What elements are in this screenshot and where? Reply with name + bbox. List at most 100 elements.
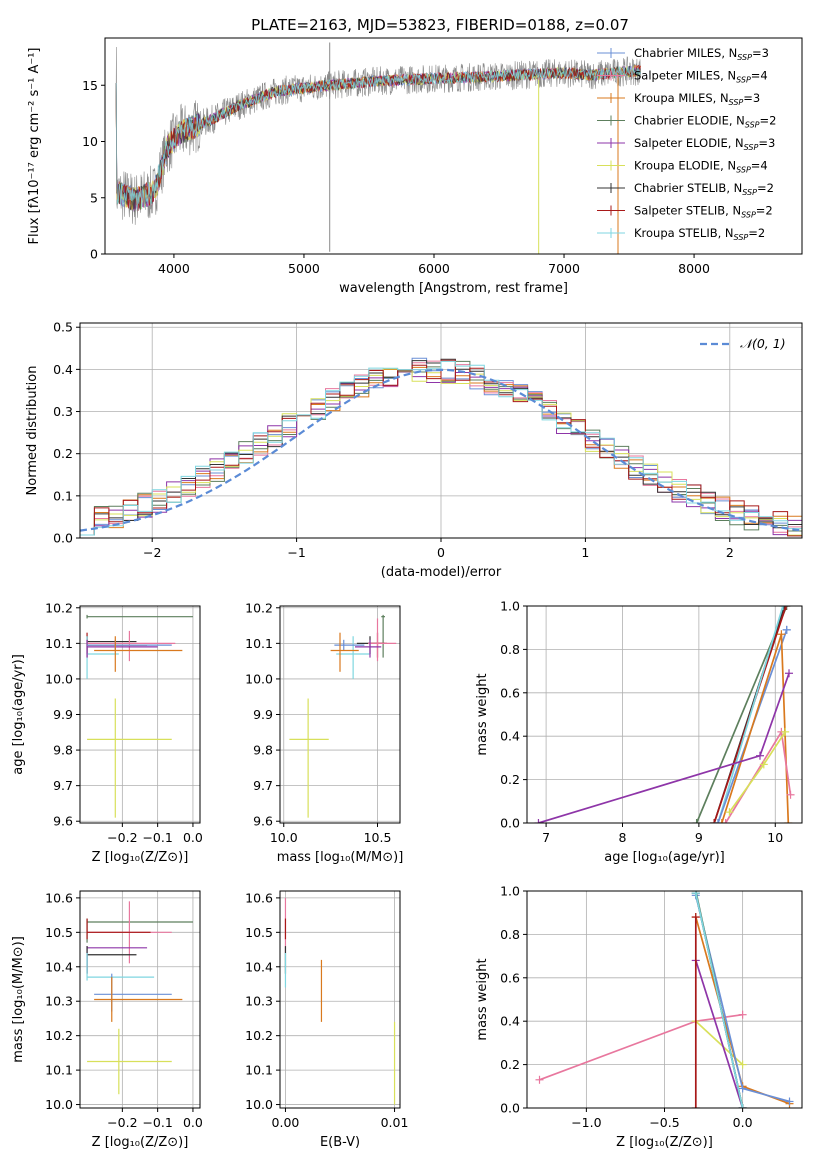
y-tick-label: 0.6 [500,685,520,700]
legend-text: Kroupa ELODIE, N [634,159,736,173]
y-tick-label: 10.4 [245,959,273,974]
legend-text: =4 [751,69,768,83]
plot-area-residuals [80,357,802,538]
axes-frame [104,37,803,255]
legend-label: Kroupa ELODIE, NSSP=4 [634,159,768,175]
x-tick-label: 8 [619,830,627,845]
legend-label: Salpeter MILES, NSSP=4 [634,69,768,85]
y-tick-label: 1.0 [500,599,520,614]
x-axis-label: E(B-V) [320,1135,360,1150]
legend-text: =3 [752,46,769,60]
y-axis-label: mass [log₁₀(M/M⊙)] [11,936,26,1063]
mass-weight-line-salpeter-elodie [538,673,790,823]
x-tick-label: 10.0 [270,830,298,845]
x-axis-label: Z [log₁₀(Z/Z⊙)] [92,850,189,865]
legend-text: =3 [743,91,760,105]
y-tick-label: 0.5 [53,320,73,335]
mass-weight-line-kroupa-stelib [694,893,744,1108]
y-tick-label: 10.1 [245,636,273,651]
axes-residuals: −2 −1 0 1 2 0.0 0.1 0.2 0.3 0.4 0.5 (data-model)/er… [25,320,803,580]
y-tick-label: 0.4 [500,729,520,744]
y-tick-label: 0.3 [53,404,73,419]
x-tick-label: 8000 [678,261,710,276]
y-tick-label: 0.0 [500,816,520,831]
mass-weight-line-salpeter-elodie [694,960,744,1108]
y-tick-label: 10.0 [45,1097,73,1112]
legend-subscript: SSP [745,121,760,130]
x-tick-label: −0.2 [107,830,137,845]
legend-subscript: SSP [742,188,757,197]
mass-weight-line-kroupa-miles [720,633,790,823]
x-tick-label: −2 [143,545,161,560]
plot-area-age_vs_mass [289,614,397,818]
x-tick-label: −1.0 [571,1115,601,1130]
plot-area-spectrum [115,42,642,254]
legend-label: Chabrier ELODIE, NSSP=2 [634,114,776,130]
x-axis-label: wavelength [Angstrom, rest frame] [339,281,568,296]
y-axis-label: Flux [fλ10⁻¹⁷ erg cm⁻² s⁻¹ A⁻¹] [27,48,42,245]
y-tick-label: 0.4 [500,1014,520,1029]
y-tick-label: 0.6 [500,970,520,985]
y-tick-label: 10 [82,134,98,149]
y-tick-label: 9.7 [253,778,273,793]
histogram-salpeter-stelib [80,359,802,538]
y-tick-label: 10.3 [245,994,273,1009]
legend-text: Salpeter MILES, N [634,69,736,83]
axes-frame [526,890,803,1109]
axes-frame [279,890,401,1109]
x-tick-label: 10 [767,830,783,845]
y-tick-label: 10.0 [245,671,273,686]
y-tick-label: 10.1 [45,636,73,651]
legend-text: Chabrier MILES, N [634,46,737,60]
y-tick-label: 10.0 [245,1097,273,1112]
axes-massweight_vs_Z: −1.0 −0.5 0.0 0.0 0.2 0.4 0.6 0.8 1.0 Z [log₁₀(Z/… [475,884,803,1150]
y-tick-label: 10.4 [45,959,73,974]
legend-subscript: SSP [736,166,751,175]
x-tick-label: −0.1 [142,830,172,845]
mass-weight-line-kroupa-stelib [717,606,784,823]
y-tick-label: 0.2 [500,1057,520,1072]
y-tick-label: 9.7 [53,778,73,793]
x-tick-label: 0.00 [272,1115,300,1130]
legend-text: Kroupa STELIB, N [634,226,734,240]
y-tick-label: 10.0 [45,671,73,686]
legend-subscript: SSP [734,233,749,242]
axes-massweight_vs_age: 7 8 9 10 0.0 0.2 0.4 0.6 0.8 1.0 age [log₁₀(age/yr… [475,599,803,865]
y-axis-label: age [log₁₀(age/yr)] [11,654,26,775]
legend-text: =2 [756,204,773,218]
x-tick-label: −1 [287,545,305,560]
plot-area-mass_vs_ebv [284,897,396,1105]
y-tick-label: 1.0 [500,884,520,899]
y-tick-label: 10.6 [45,890,73,905]
y-tick-label: 10.2 [45,1028,73,1043]
y-tick-label: 15 [82,78,98,93]
x-tick-label: −0.5 [649,1115,679,1130]
axes-mass_vs_Z: −0.2 −0.1 0.0 10.0 10.1 10.2 10.3 10.4 10.5 10.6 Z… [11,890,203,1150]
axes-frame [79,605,201,824]
plot-area-mass_vs_Z [86,901,193,1095]
y-tick-label: 10.2 [245,1028,273,1043]
y-tick-label: 0.0 [500,1101,520,1116]
x-tick-label: 5000 [288,261,320,276]
legend-text: Chabrier ELODIE, N [634,114,745,128]
y-axis-label: mass weight [475,958,490,1040]
y-tick-label: 10.6 [245,890,273,905]
x-tick-label: 9 [695,830,703,845]
model-spectrum-kroupa-stelib [115,66,641,211]
x-tick-label: 7 [542,830,550,845]
x-tick-label: 0 [437,545,445,560]
legend-subscript: SSP [736,76,751,85]
y-tick-label: 9.9 [253,707,273,722]
legend-text: =4 [751,159,768,173]
y-tick-label: 10.5 [45,925,73,940]
x-axis-label: mass [log₁₀(M/M⊙)] [277,850,404,865]
y-tick-label: 0.4 [53,362,73,377]
legend-subscript: SSP [729,98,744,107]
x-tick-label: −0.1 [142,1115,172,1130]
x-tick-label: 0.0 [183,830,203,845]
legend-label: Salpeter ELODIE, NSSP=3 [634,136,775,152]
legend-label: Salpeter STELIB, NSSP=2 [634,204,773,220]
legend-text: =2 [757,181,774,195]
